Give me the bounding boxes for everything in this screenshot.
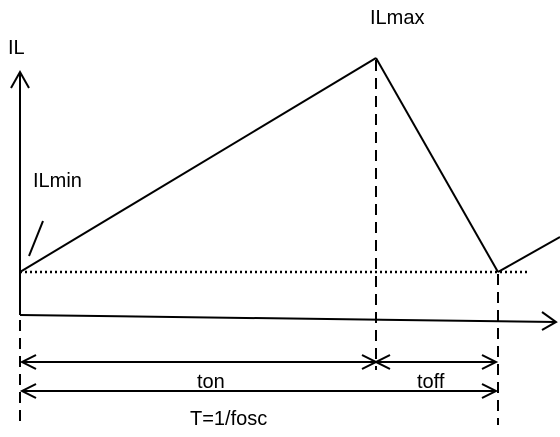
x-axis-arrowhead (541, 311, 558, 331)
rising-ramp (19, 57, 377, 273)
vertical-guides (19, 60, 499, 425)
period-right-arrowhead (481, 383, 499, 399)
min-pointer-line (28, 220, 44, 257)
ton-left-arrowhead (19, 354, 37, 370)
period-left-arrowhead (19, 383, 37, 399)
axis-y-label: IL (8, 37, 25, 59)
current-waveform (19, 57, 560, 273)
ton-toff-dimension (19, 354, 499, 370)
period-label: T=1/fosc (190, 408, 267, 430)
axes (10, 69, 558, 331)
y-axis-arrowhead (10, 69, 30, 89)
on-time-label: ton (197, 371, 225, 393)
period-dimension (19, 383, 499, 399)
toff-left-arrowhead (373, 354, 391, 370)
min-label: ILmin (33, 170, 82, 192)
toff-right-arrowhead (481, 354, 499, 370)
off-time-label: toff (417, 371, 445, 393)
next-rising-ramp (497, 236, 560, 273)
x-axis (19, 314, 557, 323)
falling-ramp (375, 57, 499, 273)
peak-label: ILmax (370, 7, 424, 29)
